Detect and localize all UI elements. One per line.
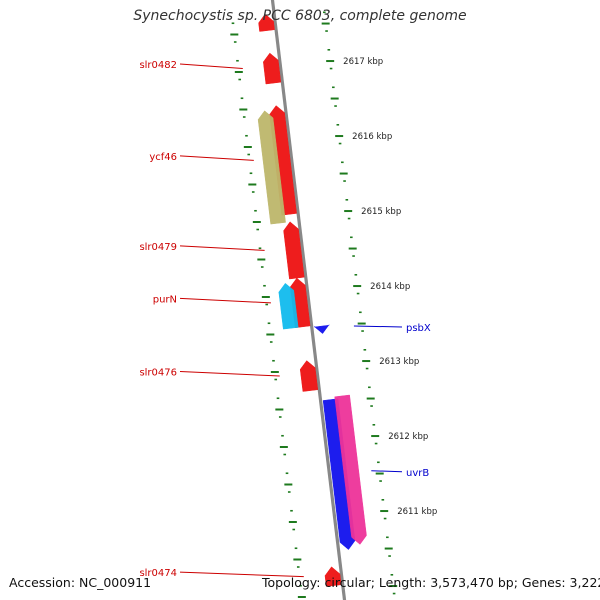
gene-pink-10[interactable] (334, 394, 367, 545)
scale-label: 2612 kbp (388, 432, 428, 442)
gene-slr0482[interactable] (263, 52, 282, 85)
scale-label: 2611 kbp (397, 507, 437, 517)
gene-label: uvrB (406, 468, 429, 479)
gene-label: slr0479 (139, 242, 177, 253)
gene-label: slr0482 (139, 60, 177, 71)
gene-label-leader (179, 571, 304, 578)
gene-ycf46[interactable] (269, 105, 297, 216)
scale-label: 2617 kbp (343, 57, 383, 67)
accession-label: Accession: NC_000911 (9, 575, 152, 590)
gene-label-leader (179, 63, 243, 70)
map-title: Synechocystis sp. PCC 6803, complete gen… (133, 8, 467, 24)
gene-slr0476[interactable] (299, 360, 319, 392)
gene-label-leader (371, 470, 403, 473)
gene-slr0474[interactable] (324, 566, 342, 587)
gene-label: purN (153, 294, 177, 305)
gene-label: slr0474 (139, 568, 177, 579)
gene-cyan-6[interactable] (278, 282, 299, 330)
topology-label: Topology: circular; Length: 3,573,470 bp… (262, 575, 600, 590)
gene-label: ycf46 (149, 152, 177, 163)
gene-label-leader (179, 297, 271, 304)
gene-khaki-3[interactable] (257, 110, 286, 225)
gene-label-leader (179, 371, 280, 377)
gene-label: slr0476 (139, 368, 177, 379)
gene-label: psbX (406, 323, 431, 334)
gene-label-leader (353, 325, 403, 328)
gene-label-leader (179, 245, 265, 251)
gene-psbX[interactable] (313, 323, 330, 334)
genome-backbone (270, 0, 347, 600)
scale-label: 2614 kbp (370, 282, 410, 292)
gene-red-1[interactable] (258, 13, 275, 32)
scale-label: 2613 kbp (379, 357, 419, 367)
scale-label: 2616 kbp (352, 132, 392, 142)
gene-label-leader (179, 155, 254, 161)
scale-label: 2615 kbp (361, 207, 401, 217)
